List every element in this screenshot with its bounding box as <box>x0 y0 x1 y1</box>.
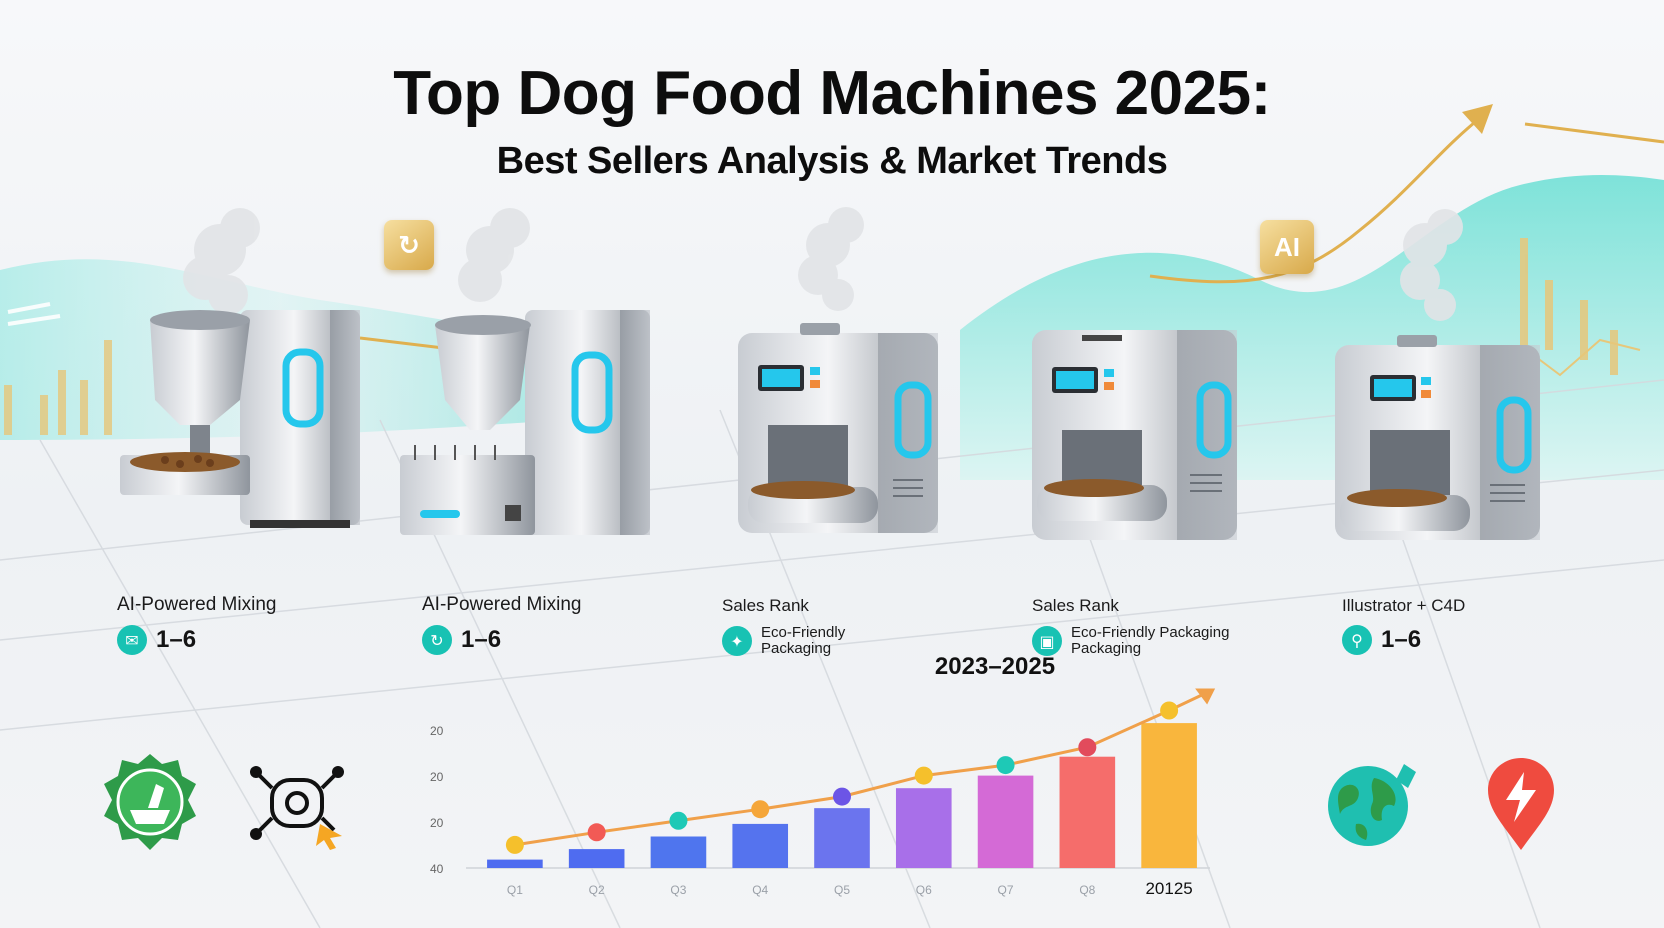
product-4-label: Sales Rank <box>1032 596 1119 615</box>
machine-2-image <box>400 208 650 535</box>
chart-y-tick-label: 20 <box>430 816 444 830</box>
chart-x-tick-label: Q8 <box>1079 883 1095 897</box>
product-1-feature-value: 1–6 <box>156 626 197 653</box>
chart-trend-point <box>751 800 770 819</box>
globe-icon <box>1328 764 1416 846</box>
chart-trend-point <box>1160 701 1179 720</box>
machine-1-image <box>120 208 360 528</box>
chart-y-tick-label: 20 <box>430 724 444 738</box>
product-4-feature-line-2: Packaging <box>1071 640 1142 657</box>
refresh-badge-icon: ↻ <box>384 220 434 270</box>
bulb-icon: ✦ <box>722 626 752 656</box>
machine-3-image <box>738 207 938 533</box>
chart-bar <box>650 836 707 868</box>
chart-trend-point <box>669 811 688 830</box>
chart-trend-point <box>587 823 606 842</box>
refresh-icon: ↻ <box>422 625 452 655</box>
product-3-label: Sales Rank <box>722 596 809 615</box>
product-1-feature: ✉ 1–6 <box>117 625 196 655</box>
chart-trend-point <box>505 835 524 854</box>
robot-dog-icon <box>250 766 344 850</box>
product-4-feature: ▣ Eco-Friendly Packaging Packaging <box>1032 625 1229 657</box>
chart-bar <box>1059 756 1116 868</box>
location-bolt-icon <box>1488 758 1554 850</box>
ai-badge: AI <box>1260 220 1314 274</box>
chart-trend-point <box>914 766 933 785</box>
chart-labels: 20 20 20 40 Q1 Q2 Q3 Q4 Q5 Q6 Q7 Q8 20125 2023–2025 <box>430 653 1193 898</box>
chart-y-tick-label: 20 <box>430 770 444 784</box>
product-5-feature: ⚲ 1–6 <box>1342 625 1421 655</box>
location-icon: ⚲ <box>1342 625 1372 655</box>
product-1-label: AI-Powered Mixing <box>117 594 277 615</box>
chart-x-tick-label: Q6 <box>916 883 932 897</box>
chart-bar <box>732 823 789 868</box>
product-2-feature-value: 1–6 <box>461 626 502 653</box>
product-2-feature: ↻ 1–6 <box>422 625 501 655</box>
chart-bar <box>895 788 952 868</box>
machine-4-image <box>1032 330 1237 540</box>
chart-y-tick-label: 40 <box>430 862 444 876</box>
page-subtitle: Best Sellers Analysis & Market Trends <box>496 140 1168 182</box>
chart-x-tick-label: 20125 <box>1145 879 1192 898</box>
chart-bar <box>487 859 543 868</box>
chart-x-tick-label: Q5 <box>834 883 850 897</box>
product-4-feature-line-1: Eco-Friendly Packaging <box>1071 624 1230 641</box>
product-5-feature-value: 1–6 <box>1381 626 1422 653</box>
chart-trend-line <box>505 688 1216 854</box>
box-icon: ▣ <box>1032 626 1062 656</box>
product-4-feature-text: Eco-Friendly Packaging Packaging <box>1071 625 1229 657</box>
chart-x-tick-label: Q4 <box>752 883 768 897</box>
chart-title: 2023–2025 <box>935 653 1055 680</box>
chart-x-tick-label: Q3 <box>670 883 686 897</box>
page-title: Top Dog Food Machines 2025: <box>393 59 1271 128</box>
chart-trend-point <box>833 787 851 806</box>
chart-bar <box>1141 723 1197 868</box>
product-3-feature: ✦ Eco-Friendly Packaging <box>722 625 845 657</box>
chart-bar <box>977 775 1034 868</box>
chart-x-tick-label: Q2 <box>589 883 605 897</box>
chart-trend-point <box>996 756 1015 775</box>
product-3-feature-text: Eco-Friendly Packaging <box>761 625 845 657</box>
chat-icon: ✉ <box>117 625 147 655</box>
product-2-label: AI-Powered Mixing <box>422 594 582 615</box>
chart-bars <box>487 723 1197 868</box>
product-3-feature-line-1: Eco-Friendly <box>761 624 846 641</box>
product-5-label: Illustrator + C4D <box>1342 596 1466 615</box>
chart-x-tick-label: Q1 <box>507 883 523 897</box>
sales-trend-chart: 20 20 20 40 Q1 Q2 Q3 Q4 Q5 Q6 Q7 Q8 20125 2023–2025 <box>430 653 1216 898</box>
chart-bar <box>814 808 870 868</box>
machine-5-image <box>1335 209 1540 540</box>
chart-trend-arrow-head <box>1195 688 1216 705</box>
product-3-feature-line-2: Packaging <box>761 640 832 657</box>
chart-x-tick-label: Q7 <box>998 883 1014 897</box>
chart-trend-point <box>1078 738 1097 757</box>
chart-bar <box>568 849 625 868</box>
eco-badge-icon <box>104 754 196 850</box>
